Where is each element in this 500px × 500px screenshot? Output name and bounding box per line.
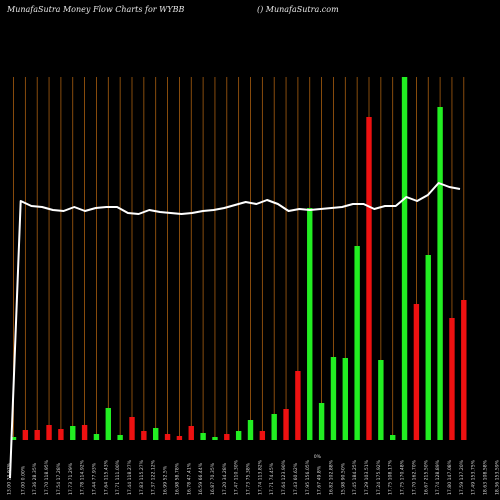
bar (437, 107, 443, 440)
bar (93, 434, 100, 440)
x-tick-label: 17.70 162.70% (411, 459, 417, 495)
bar (105, 408, 111, 440)
x-tick-label: 16.99 52.5% (163, 465, 169, 495)
bar (342, 358, 348, 440)
x-tick-label: 16.82 102.88% (328, 459, 334, 495)
x-tick-label: 17.78 114.92% (80, 459, 86, 495)
bar (449, 318, 455, 440)
bar (70, 426, 76, 440)
price-line-path (9, 182, 461, 479)
x-tick-label: 17.45 184.25% (352, 459, 358, 495)
x-tick-label: 17.74 113.82% (257, 459, 263, 495)
bar (117, 435, 123, 440)
x-tick-label: 15.98 90.50% (340, 462, 346, 495)
vertical-grid-lines (13, 77, 465, 440)
x-tick-label: 17.74 128.89% (435, 459, 441, 495)
site-credit: () MunafaSutra.com (257, 5, 339, 14)
x-tick-label: 17.67 49.8% (317, 465, 323, 495)
x-tick-label: 16.67 215.50% (423, 459, 429, 495)
bar (378, 360, 384, 440)
bar (22, 430, 29, 440)
x-tick-label: 17.44 118.27% (127, 459, 133, 495)
x-tick-label: 17.73 71.29% (68, 462, 74, 495)
bar (295, 371, 301, 440)
bar (224, 434, 230, 440)
x-tick-label: 17.44 77.93% (91, 462, 97, 495)
x-tick-label: 17.70 118.95% (44, 459, 50, 495)
bar (247, 420, 254, 440)
x-tick-label: 17.00 0.00% (20, 465, 26, 495)
chart-header: MunafaSutra Money Flow Charts for WYBB (… (7, 5, 493, 19)
bar (58, 429, 64, 440)
bar (271, 414, 277, 440)
x-tick-label: 18.36 153.59% (494, 459, 500, 495)
bar (259, 431, 266, 440)
bar (461, 300, 467, 440)
x-tick-label: 17.36 28.35% (32, 462, 38, 495)
bar (200, 433, 206, 440)
bar (318, 403, 325, 440)
x-tick-label: 17.29 103.51% (364, 459, 370, 495)
bar (413, 304, 420, 440)
bar (330, 357, 337, 440)
bar (141, 431, 147, 440)
bar (401, 77, 408, 440)
bar (212, 437, 218, 440)
x-tick-label: 17.64 123.90% (281, 459, 287, 495)
x-sublabel: 0% (314, 454, 322, 460)
bar (34, 430, 40, 440)
bar (307, 208, 313, 440)
x-tick-label: 17.75 170.48% (400, 459, 406, 495)
x-tick-label: 17.24 175.92% (376, 459, 382, 495)
bar (176, 436, 183, 440)
x-tick-label: 17.43 60.62% (293, 462, 299, 495)
bar (235, 431, 242, 440)
x-tick-label: 17.95 156.05% (305, 459, 311, 495)
bar (153, 428, 159, 440)
x-tick-label: 16.87 70.35% (210, 462, 216, 495)
x-tick-label: 18.63 108.58% (483, 459, 489, 495)
x-axis-labels: 13.00 23.97% 17.00 0.00% 17.36 28.35% 17.70… (7, 454, 500, 495)
bar (164, 434, 171, 440)
x-tick-label: 16.59 66.44% (198, 462, 204, 495)
x-tick-label: 17.83 115.27% (139, 459, 145, 495)
bar (129, 417, 135, 440)
x-tick-label: 17.37 122.12% (151, 459, 157, 495)
money-flow-bars (10, 77, 467, 440)
bar (354, 246, 360, 440)
bar (81, 425, 88, 440)
x-tick-label: 17.47 110.30% (234, 459, 240, 495)
bar (283, 409, 289, 440)
x-tick-label: 17.54 17.28% (56, 462, 62, 495)
x-tick-label: 17.80 147.08% (447, 459, 453, 495)
bar (390, 435, 396, 440)
x-tick-label: 17.64 115.43% (103, 459, 109, 495)
x-tick-label: 16.78 47.41% (186, 462, 192, 495)
bar (188, 426, 194, 440)
x-tick-label: 17.20 34.28% (222, 462, 228, 495)
x-tick-label: 17.75 108.17% (388, 459, 394, 495)
bar (46, 425, 52, 440)
bar (366, 117, 372, 440)
x-tick-label: 13.00 23.97% (7, 462, 13, 495)
bar (10, 437, 17, 440)
x-tick-label: 17.71 74.45% (269, 462, 275, 495)
chart-title: MunafaSutra Money Flow Charts for WYBB (7, 5, 185, 14)
x-tick-label: 17.49 153.75% (471, 459, 477, 495)
x-tick-label: 17.59 137.20% (459, 459, 465, 495)
x-tick-label: 17.71 111.00% (115, 459, 121, 495)
bar (425, 255, 431, 440)
x-tick-label: 17.73 75.38% (246, 462, 252, 495)
price-line (9, 182, 461, 479)
x-tick-label: 16.98 58.78% (174, 462, 180, 495)
